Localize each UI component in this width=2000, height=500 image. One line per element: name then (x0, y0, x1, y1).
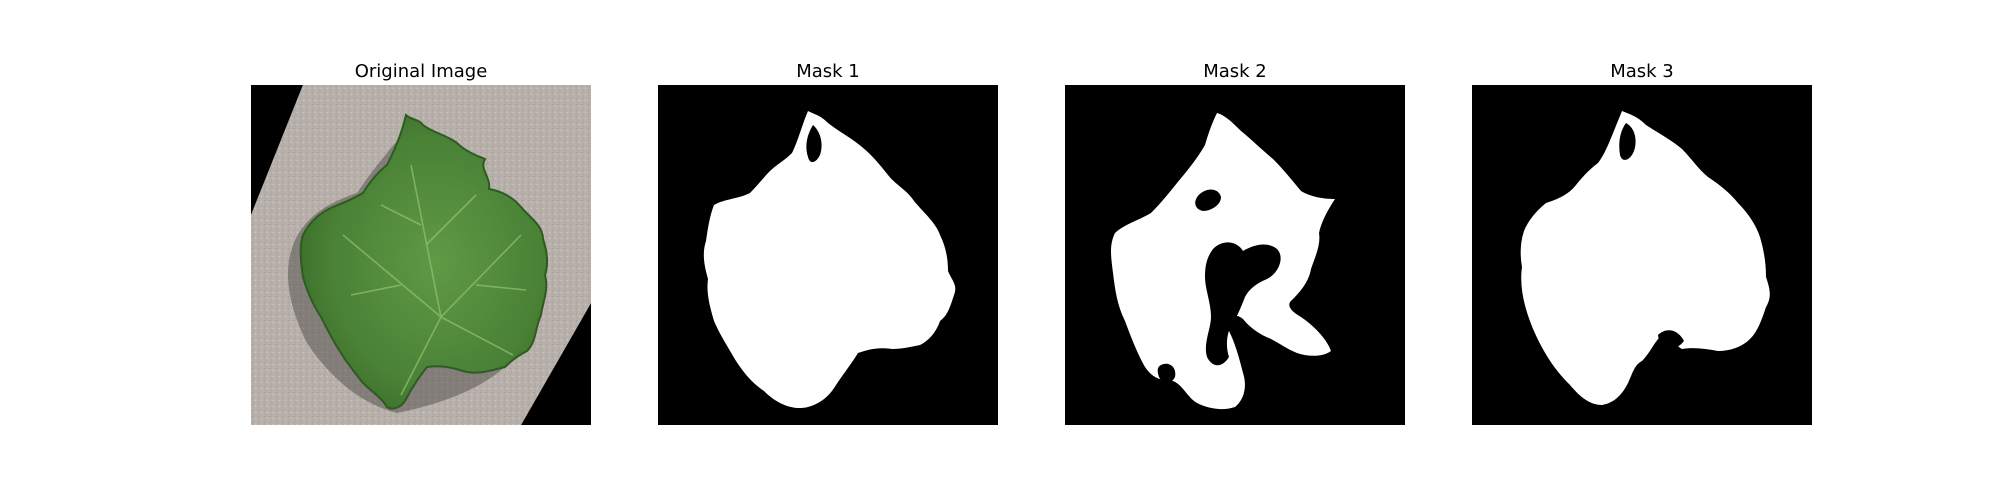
original-leaf-photo (251, 85, 591, 425)
mask-2-image (1065, 85, 1405, 425)
panel-title: Mask 3 (1610, 61, 1674, 82)
panel-title: Mask 1 (796, 61, 860, 82)
mask-3-image (1472, 85, 1812, 425)
panel-title: Original Image (354, 61, 488, 82)
mask-1-image (658, 85, 998, 425)
panel-title: Mask 2 (1203, 61, 1267, 82)
